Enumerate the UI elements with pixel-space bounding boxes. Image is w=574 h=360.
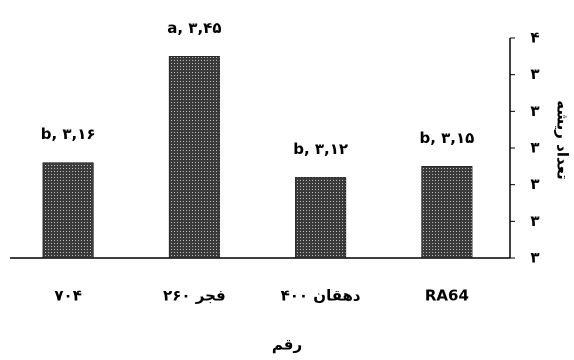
y-tick-label: ۳ [530, 175, 539, 193]
bar [42, 162, 94, 259]
y-tick-label: ۴ [530, 29, 539, 47]
x-tick-label: دهقان ۴۰۰ [281, 287, 361, 305]
y-tick-label: ۳ [530, 102, 539, 120]
bar [295, 177, 347, 259]
value-label: b, ۳,۱۵ [419, 129, 474, 147]
y-axis-title: تعداد ریشه [554, 100, 572, 179]
value-label: b, ۳,۱۲ [293, 140, 348, 158]
y-tick-label: ۳ [530, 65, 539, 83]
y-tick-label: ۳ [530, 249, 539, 267]
x-tick-label: ۷۰۴ [54, 287, 81, 305]
value-label: b, ۳,۱۶ [41, 125, 96, 143]
x-tick-label: فجر ۲۶۰ [163, 287, 226, 305]
x-axis-title: رقم [272, 336, 302, 354]
y-tick-label: ۳ [530, 212, 539, 230]
bar [421, 166, 473, 259]
x-tick-label: RA64 [425, 287, 469, 305]
bar [168, 56, 220, 259]
y-tick-label: ۳ [530, 139, 539, 157]
value-label: a, ۳,۴۵ [167, 19, 221, 37]
